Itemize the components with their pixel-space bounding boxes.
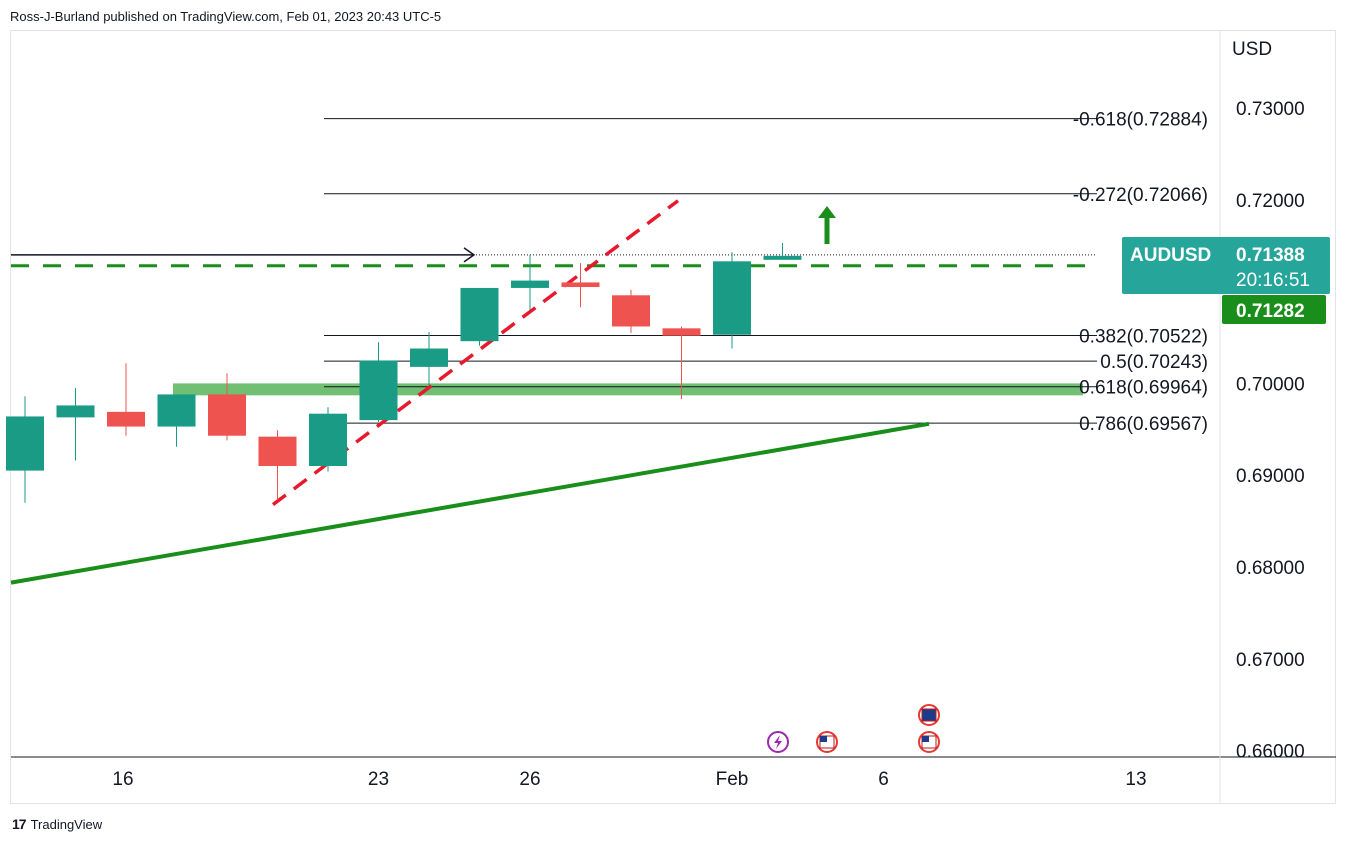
candle-body-9 [460, 287, 499, 342]
tradingview-logo-text: TradingView [30, 816, 103, 832]
tradingview-logo-icon: 17 [12, 816, 27, 832]
candle-body-11 [561, 282, 600, 288]
last-price-badge [1122, 237, 1330, 294]
x-tick-3: Feb [716, 769, 749, 790]
y-tick-1: 0.72000 [1236, 191, 1305, 212]
x-tick-2: 26 [519, 769, 540, 790]
candle-body-0 [6, 416, 44, 471]
publisher-line: Ross-J-Burland published on TradingView.… [10, 9, 442, 24]
badge-symbol: AUDUSD [1130, 245, 1211, 266]
fib-label-5: 0.618(0.69964) [1079, 378, 1208, 399]
fib-label-4: 0.5(0.70243) [1100, 352, 1208, 373]
event-au-flag-icon-glyph [921, 708, 937, 722]
current-price-badge [1222, 295, 1326, 324]
candle-body-10 [511, 280, 549, 288]
candle-body-4 [208, 394, 246, 436]
green-up-arrow-head [818, 206, 836, 218]
rising-trendline [10, 421, 930, 585]
badge-countdown: 20:16:51 [1236, 270, 1310, 291]
candle-body-2 [107, 411, 145, 427]
y-tick-3: 0.69000 [1236, 466, 1305, 487]
event-bolt-icon-glyph [774, 735, 782, 749]
candle-body-15 [763, 255, 802, 260]
x-tick-5: 13 [1125, 769, 1146, 790]
y-tick-4: 0.68000 [1236, 558, 1305, 579]
y-tick-2: 0.70000 [1236, 374, 1305, 395]
black-arrow-head [463, 247, 476, 263]
x-tick-0: 16 [112, 769, 133, 790]
x-tick-1: 23 [368, 769, 389, 790]
fib-label-1: -0.272(0.72066) [1073, 185, 1208, 206]
candle-body-12 [612, 295, 650, 327]
candle-body-5 [258, 436, 297, 467]
fib-label-3: 0.382(0.70522) [1079, 326, 1208, 347]
candle-body-14 [713, 261, 751, 335]
y-tick-6: 0.66000 [1236, 742, 1305, 763]
y-tick-5: 0.67000 [1236, 650, 1305, 671]
fib-label-0: -0.618(0.72884) [1073, 110, 1208, 131]
support-zone [173, 383, 1083, 396]
candle-body-8 [410, 348, 448, 367]
candle-body-13 [662, 328, 701, 336]
candle-body-7 [359, 360, 398, 421]
candle-body-1 [56, 405, 95, 418]
currency-label: USD [1232, 39, 1272, 60]
x-tick-4: 6 [878, 769, 889, 790]
candle-body-3 [157, 394, 196, 427]
badge-price: 0.71388 [1236, 245, 1305, 266]
candle-body-6 [309, 413, 347, 467]
current-price-badge-text: 0.71282 [1236, 301, 1305, 322]
event-us-flag-icon-canton [820, 736, 827, 742]
y-tick-0: 0.73000 [1236, 99, 1305, 120]
event-us-flag-icon-2-canton [922, 736, 929, 742]
tradingview-logo[interactable]: 17 TradingView [12, 816, 102, 832]
fib-label-6: 0.786(0.69567) [1079, 414, 1208, 435]
